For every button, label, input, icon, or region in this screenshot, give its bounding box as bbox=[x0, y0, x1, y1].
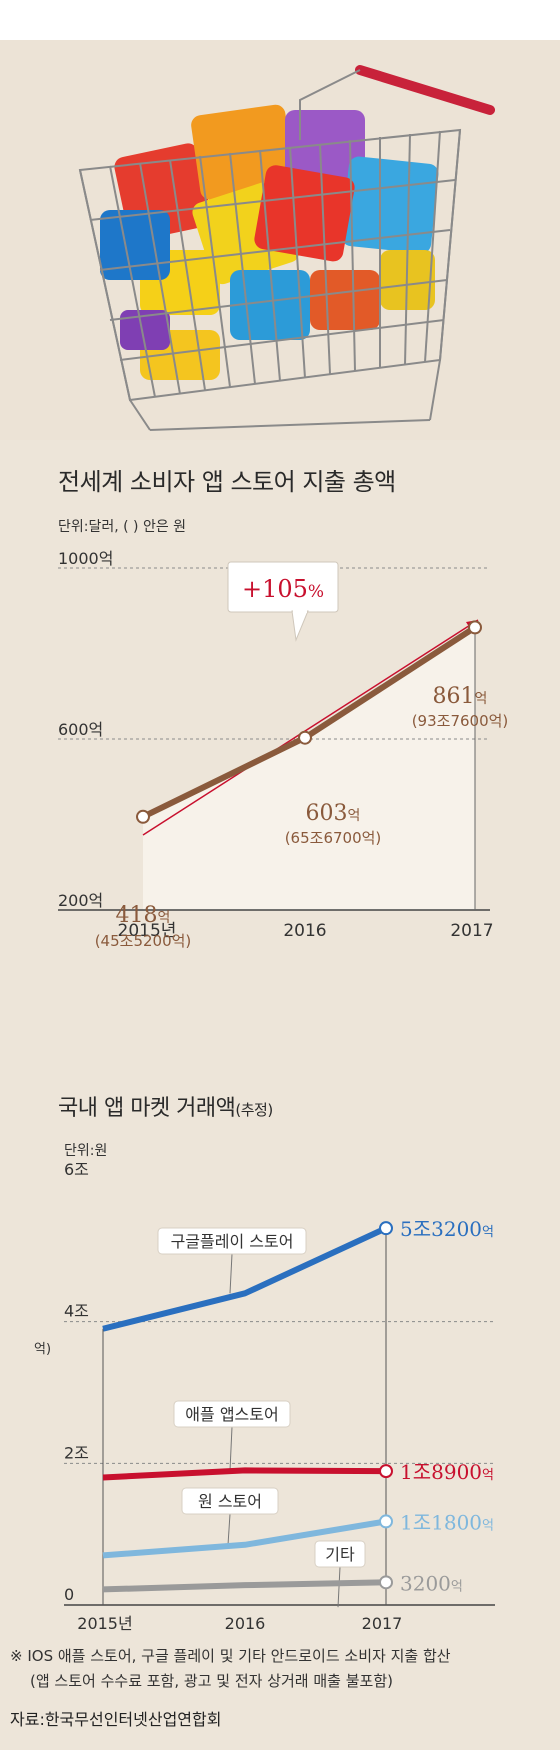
chart2-end-value: 3200억 bbox=[400, 1571, 463, 1595]
chart2-end-value: 5조3200억 bbox=[400, 1217, 494, 1241]
chart2-y-tick-label: 4조 bbox=[64, 1302, 89, 1321]
shopping-cart-icon bbox=[78, 65, 495, 431]
chart2-end-point bbox=[379, 1221, 393, 1236]
chart1-x-tick-label: 2017 bbox=[450, 921, 493, 941]
chart2-y-tick-label: 0 bbox=[64, 1585, 74, 1604]
chart2-title: 국내 앱 마켓 거래액(추정) bbox=[58, 1090, 273, 1122]
chart2-x-tick-label: 2017 bbox=[362, 1614, 403, 1633]
chart1-data-point bbox=[298, 730, 312, 745]
chart1-unit-note: 단위:달러, ( ) 안은 원 bbox=[58, 519, 187, 535]
footnote-line2: (앱 스토어 수수료 포함, 광고 및 전자 상거래 매출 불포함) bbox=[30, 1672, 393, 1690]
chart2-title-main: 국내 앱 마켓 거래액 bbox=[58, 1096, 236, 1121]
chart2-side-label: 억) bbox=[34, 1342, 52, 1357]
chart-panel-global: 전세계 소비자 앱 스토어 지출 총액 단위:달러, ( ) 안은 원 1000… bbox=[0, 440, 560, 1070]
chart1-data-point bbox=[136, 809, 150, 824]
svg-text:+105%: +105% bbox=[242, 575, 324, 603]
chart2-end-point bbox=[379, 1464, 393, 1479]
chart2-series-name: 구글플레이 스토어 bbox=[171, 1232, 294, 1251]
chart1-y-tick-label: 1000억 bbox=[58, 549, 113, 568]
footnote-line1: ※ IOS 애플 스토어, 구글 플레이 및 기타 안드로이드 소비자 지출 합… bbox=[10, 1647, 451, 1665]
chart1-y-tick-label: 200억 bbox=[58, 891, 103, 910]
chart2-series-line bbox=[102, 1225, 388, 1332]
chart1-value-label: 603억 bbox=[306, 801, 361, 826]
chart2-series-label-box bbox=[314, 1540, 366, 1568]
chart1-value-label: 418억 bbox=[116, 903, 171, 928]
chart2-label-leader bbox=[337, 1566, 341, 1608]
chart1-y-tick-label: 600억 bbox=[58, 720, 103, 739]
chart2-series-line bbox=[102, 1579, 387, 1593]
chart1-data-point bbox=[468, 620, 482, 635]
chart2-series-label-box bbox=[157, 1227, 307, 1255]
chart1-value-sublabel: (45조5200억) bbox=[95, 932, 192, 950]
chart2-end-point bbox=[379, 1575, 393, 1590]
chart1-x-tick-label: 2015년 bbox=[118, 921, 177, 941]
chart1-value-label: 861억 bbox=[433, 684, 488, 709]
chart1-title: 전세계 소비자 앱 스토어 지출 총액 bbox=[58, 468, 396, 496]
chart1-trend-arrow bbox=[142, 619, 479, 836]
chart2-unit-note: 단위:원 bbox=[64, 1143, 108, 1159]
chart2-series-line bbox=[102, 1518, 387, 1559]
chart2-end-point bbox=[379, 1514, 393, 1529]
chart2-plot: 6조 4조 2조 0 2015년 2016 2017 구글플레이 스토어 5조3200억애플… bbox=[64, 1160, 495, 1633]
chart1-x-tick-label: 2016 bbox=[283, 921, 326, 941]
chart1-growth-value: +105 bbox=[242, 575, 308, 603]
chart2-y-tick-label: 2조 bbox=[64, 1443, 89, 1462]
chart2-title-suffix: (추정) bbox=[235, 1101, 273, 1119]
chart1-value-sublabel: (93조7600억) bbox=[412, 712, 509, 730]
chart2-series-name: 애플 앱스토어 bbox=[185, 1405, 278, 1424]
chart-panel-domestic: 국내 앱 마켓 거래액(추정) 단위:원 억) 6조 4조 2조 0 2015년 201… bbox=[0, 1070, 560, 1750]
chart2-series-line bbox=[102, 1467, 387, 1481]
chart2-series-label-box bbox=[181, 1487, 279, 1515]
chart2-x-tick-label: 2016 bbox=[225, 1614, 266, 1633]
chart2-x-tick-label: 2015년 bbox=[77, 1614, 132, 1633]
source-credit: 자료:한국무선인터넷산업연합회 bbox=[10, 1710, 222, 1729]
hero-illustration bbox=[0, 40, 560, 440]
chart1-area bbox=[143, 627, 475, 910]
chart2-series-name: 원 스토어 bbox=[198, 1492, 262, 1511]
chart2-end-value: 1조1800억 bbox=[400, 1510, 494, 1534]
chart2-label-leader bbox=[227, 1513, 231, 1545]
chart2-series-name: 기타 bbox=[325, 1545, 355, 1564]
chart1-plot: 1000억 600억 200억 2015년 2016 2017 +105% 418억 (4… bbox=[58, 549, 509, 950]
chart2-end-value: 1조8900억 bbox=[400, 1460, 494, 1484]
chart2-series-label-box bbox=[173, 1400, 291, 1428]
chart1-value-sublabel: (65조6700억) bbox=[285, 829, 382, 847]
chart2-label-leader bbox=[229, 1426, 233, 1471]
chart2-label-leader bbox=[229, 1253, 233, 1294]
chart1-growth-unit: % bbox=[308, 582, 324, 602]
chart1-growth-callout: +105% bbox=[227, 561, 339, 642]
chart2-y-tick-label: 6조 bbox=[64, 1160, 89, 1179]
